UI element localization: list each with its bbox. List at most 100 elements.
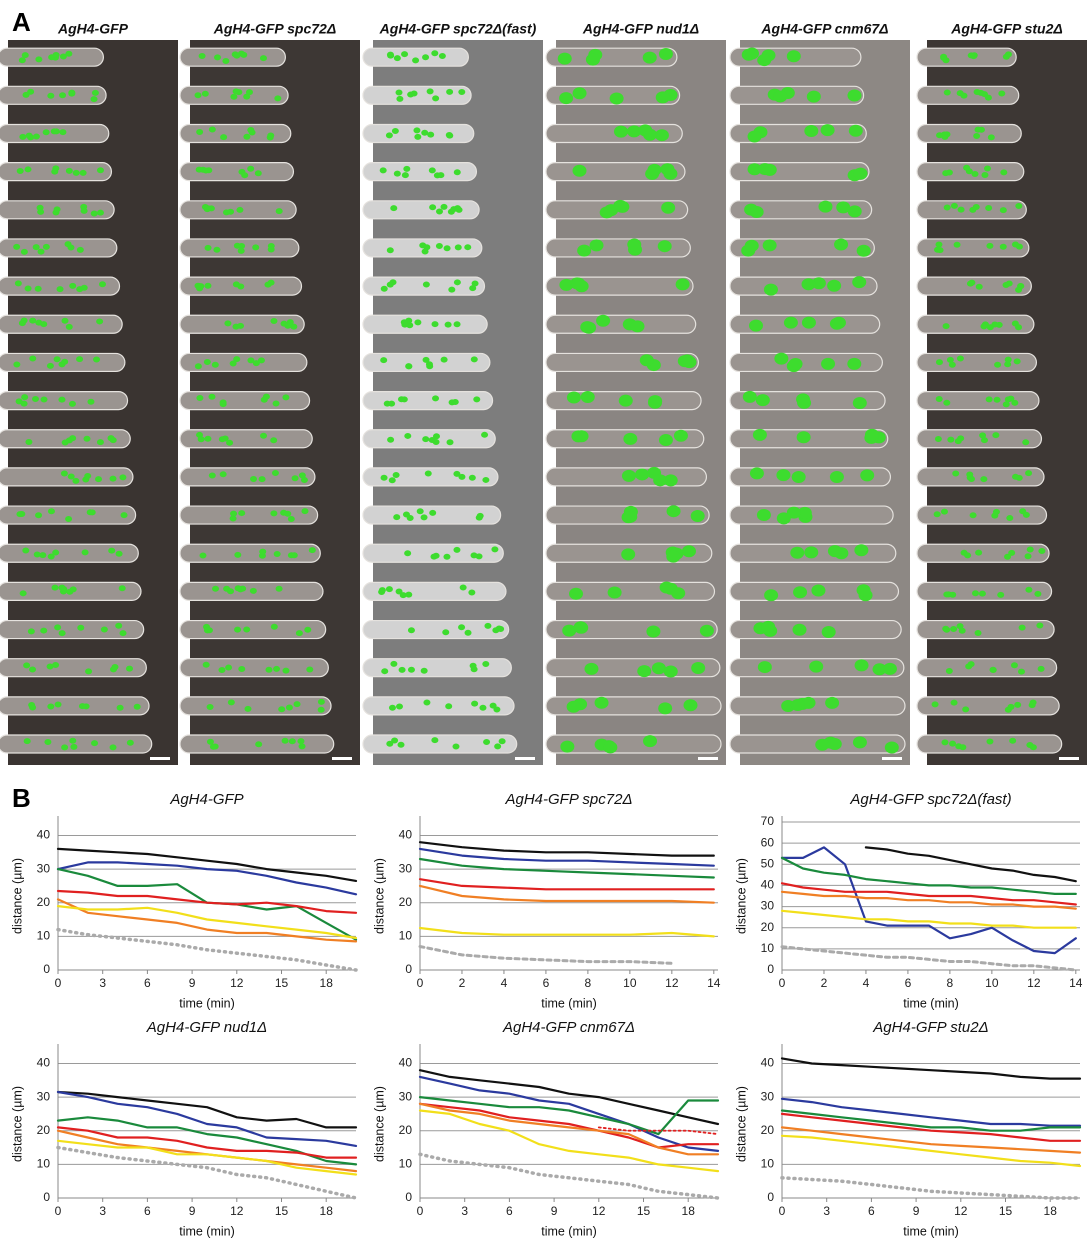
nucleus — [395, 588, 403, 595]
series-line — [418, 1102, 720, 1149]
nucleus — [811, 277, 826, 290]
nucleus — [72, 477, 80, 484]
nucleus — [405, 591, 413, 598]
series-line — [780, 882, 1077, 906]
nucleus — [483, 738, 491, 745]
nucleus — [671, 587, 686, 600]
hypha — [729, 696, 906, 716]
nucleus — [763, 283, 778, 296]
nucleus — [574, 430, 589, 443]
nucleus — [54, 701, 62, 708]
series-line — [56, 889, 358, 914]
nucleus — [270, 623, 278, 630]
nucleus — [489, 702, 497, 709]
nucleus — [118, 585, 126, 592]
hypha — [545, 619, 718, 640]
nucleus — [422, 281, 430, 288]
nucleus — [229, 515, 237, 522]
nucleus — [572, 87, 587, 100]
series-line — [56, 861, 358, 896]
nucleus — [16, 511, 24, 518]
nucleus — [621, 548, 636, 561]
nucleus — [14, 280, 22, 287]
nucleus — [559, 92, 574, 105]
nucleus — [1005, 280, 1013, 287]
nucleus — [47, 703, 55, 710]
nucleus — [827, 279, 842, 292]
x-tick-label: 18 — [320, 1204, 334, 1218]
nucleus — [950, 699, 958, 706]
nucleus — [298, 743, 306, 750]
series-line — [780, 1057, 1082, 1080]
nucleus — [25, 438, 33, 445]
hypha — [362, 619, 510, 640]
nucleus — [401, 172, 409, 179]
nucleus — [243, 133, 251, 140]
nucleus — [247, 357, 255, 364]
nucleus — [56, 286, 64, 293]
nucleus — [440, 356, 448, 363]
nucleus — [404, 550, 412, 557]
hypha — [916, 658, 1058, 678]
nucleus — [237, 247, 245, 254]
x-tick-label: 15 — [637, 1204, 651, 1218]
nucleus — [244, 705, 252, 712]
nucleus — [76, 356, 84, 363]
series-line — [780, 909, 1077, 929]
series-line — [56, 898, 358, 943]
nucleus — [443, 553, 451, 560]
nucleus — [856, 244, 871, 257]
nucleus — [29, 666, 37, 673]
nucleus — [790, 699, 805, 712]
nucleus — [227, 699, 235, 706]
nucleus — [58, 630, 66, 637]
nucleus — [574, 621, 589, 634]
y-axis-label: distance (µm) — [372, 1086, 386, 1162]
y-axis-label: distance (µm) — [734, 1086, 748, 1162]
nucleus — [119, 474, 127, 481]
nucleus — [847, 357, 862, 370]
nucleus — [786, 506, 801, 519]
hypha — [362, 314, 488, 334]
hypha — [179, 505, 319, 525]
nucleus — [428, 167, 436, 174]
nucleus — [397, 396, 405, 403]
nucleus — [827, 737, 842, 750]
nucleus — [47, 92, 55, 99]
x-tick-label: 0 — [779, 1204, 786, 1218]
nucleus — [84, 473, 92, 480]
nucleus — [90, 210, 98, 217]
nucleus — [872, 663, 887, 676]
nucleus — [973, 89, 981, 96]
nucleus — [116, 704, 124, 711]
hypha — [179, 467, 316, 487]
hypha — [362, 162, 478, 182]
nucleus — [66, 588, 74, 595]
nucleus — [427, 131, 435, 138]
hypha — [0, 505, 137, 525]
nucleus — [949, 740, 957, 747]
nucleus — [126, 665, 134, 672]
nucleus — [88, 509, 96, 516]
nucleus — [407, 666, 415, 673]
x-tick-label: 18 — [320, 976, 334, 990]
series-line — [56, 927, 358, 972]
nucleus — [453, 546, 461, 553]
nucleus — [940, 508, 948, 515]
nucleus — [943, 399, 951, 406]
nucleus — [35, 512, 43, 519]
nucleus — [250, 475, 258, 482]
nucleus — [566, 700, 581, 713]
nucleus — [635, 468, 650, 481]
x-tick-label: 6 — [144, 1204, 151, 1218]
hypha — [545, 734, 722, 754]
nucleus — [19, 590, 27, 597]
nucleus — [414, 319, 422, 326]
nucleus — [603, 741, 618, 754]
nucleus — [437, 172, 445, 179]
nucleus — [492, 627, 500, 634]
series-line — [780, 1097, 1082, 1127]
series-line — [780, 856, 1077, 895]
nucleus — [825, 696, 840, 709]
